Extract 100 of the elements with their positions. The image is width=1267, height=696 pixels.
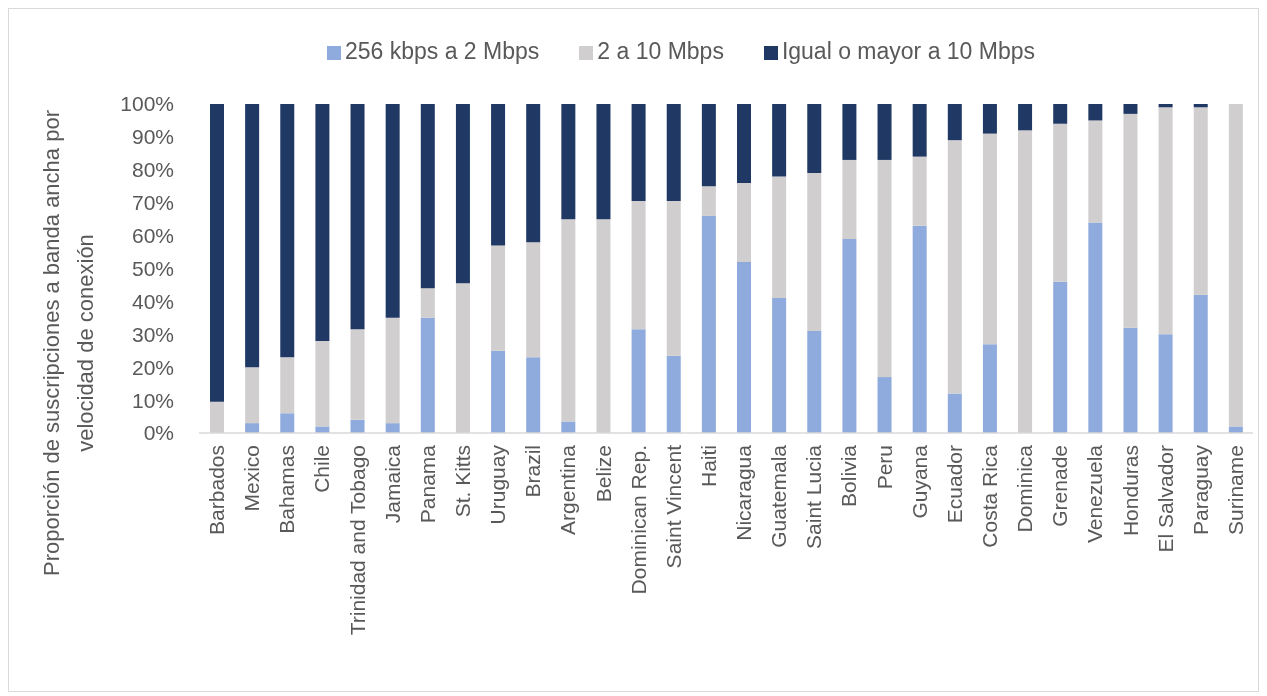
bar [1228,104,1243,427]
bar [1088,104,1103,121]
x-tick-label: Barbados [205,445,229,535]
bar [701,215,716,433]
x-tick-label: Trinidad and Tobago [345,445,369,636]
bar [1158,334,1173,433]
bar [315,340,330,427]
x-tick-label: Guyana [907,444,931,519]
bar [1123,327,1138,433]
x-tick-label: Belize [591,445,615,503]
bar [526,104,541,243]
bar [245,423,260,433]
x-tick-label: Suriname [1223,445,1247,535]
bar [491,104,506,246]
bar [807,104,822,174]
bar [912,104,927,157]
y-tick-label: 40% [131,289,174,313]
bar [280,104,295,358]
bar [491,245,506,351]
bar [842,159,857,239]
bar [807,331,822,433]
x-tick-label: Bahamas [275,445,299,534]
bar [210,104,224,402]
bar [842,104,857,160]
bar [1228,426,1243,433]
bar [385,317,400,424]
bar [666,355,681,433]
bar [947,104,962,141]
bar [596,104,611,220]
bar [737,104,751,183]
bar [315,104,330,341]
bar [737,182,751,262]
bar [1053,104,1068,124]
bar [877,159,892,378]
bar [420,317,435,433]
x-tick-label: Venezuela [1083,444,1107,544]
x-tick-label: Dominica [1013,444,1037,533]
bar [631,329,646,433]
x-tick-label: St. Kitts [451,445,474,518]
bar [877,377,892,433]
bar [350,419,365,433]
x-tick-label: Saint Vincent [661,444,685,569]
bar [982,104,997,134]
bar [315,426,330,433]
bar [491,350,506,433]
bar [701,104,716,187]
bar [526,242,541,358]
bar [280,357,295,414]
bar [982,344,997,433]
bar [947,140,962,394]
legend-label: 2 a 10 Mbps [597,38,724,64]
bar [561,219,576,422]
y-tick-label: 70% [131,191,174,215]
bar [1088,222,1103,433]
bar [701,186,716,216]
bar [1158,107,1173,335]
bar [631,201,646,330]
bar [842,238,857,433]
y-tick-label: 50% [131,256,174,280]
y-tick-label: 0% [143,421,174,445]
bar [385,104,400,318]
y-tick-label: 80% [131,158,174,182]
x-tick-label: Saint Lucia [802,444,826,549]
legend-label: 256 kbps a 2 Mbps [344,38,540,64]
bar [666,104,681,202]
bar [912,225,927,433]
y-tick-label: 10% [131,388,174,412]
x-tick-label: Dominican Rep. [626,445,650,595]
x-tick-label: Peru [872,445,896,490]
bar [1193,294,1208,433]
bar [1158,104,1173,108]
bar [455,104,470,284]
x-tick-label: Haiti [696,445,720,488]
bar [877,104,892,160]
bar [947,393,962,433]
bar [631,104,646,202]
x-tick-label: Ecuador [942,445,966,524]
y-axis-title: Proporción de suscripciones a banda ancha por velocidad de conexión [38,109,99,578]
bar [245,367,260,424]
x-tick-label: Panama [415,444,439,524]
bar [420,288,435,318]
bar [1193,104,1208,108]
x-tick-label: Uruguay [486,444,510,525]
x-tick-label: Honduras [1118,445,1142,537]
bar [1123,113,1138,328]
y-tick-label: 60% [131,224,174,248]
bar [666,201,681,356]
legend-label: Igual o mayor a 10 Mbps [781,38,1036,64]
bar [1193,107,1208,295]
x-tick-label: Bolivia [837,444,861,507]
bar [807,173,822,332]
x-tick-label: Nicaragua [732,444,756,541]
bar [561,421,576,433]
bar [1018,104,1033,131]
x-tick-label: Costa Rica [978,444,1001,548]
bar [772,298,787,433]
bar [1088,120,1103,223]
bar [912,156,927,226]
bar [420,104,435,289]
y-tick-label: 30% [131,322,174,346]
